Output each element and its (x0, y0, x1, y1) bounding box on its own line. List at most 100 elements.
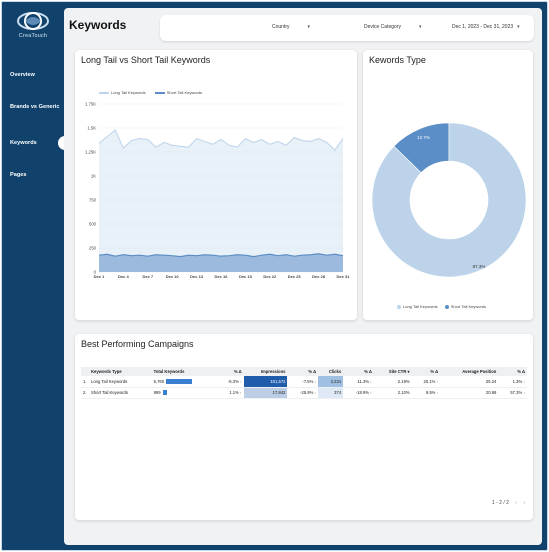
col-impressions-delta[interactable]: % Δ (287, 367, 319, 376)
x-tick-label: Dec 13 (190, 274, 204, 279)
col-average-position[interactable]: Average Position (440, 367, 499, 376)
y-tick-label: 1.25K (85, 150, 96, 155)
y-tick-label: 750 (89, 198, 97, 203)
row-total-keywords: 999 (153, 389, 161, 395)
legend-label-long-tail: Long Tail Keywords (111, 90, 146, 95)
col-clicks-delta[interactable]: % Δ (343, 367, 374, 376)
col-total-delta[interactable]: % Δ (216, 367, 244, 376)
col-clicks[interactable]: Clicks (318, 367, 344, 376)
date-range-label: Dec 1, 2023 - Dec 31, 2023 (452, 24, 514, 30)
x-tick-label: Dec 25 (288, 274, 302, 279)
x-tick-label: Dec 7 (142, 274, 153, 279)
row-total-delta: -5.3% (227, 378, 239, 384)
sidebar: CreaTouch Overview Brands vs Generic Key… (2, 2, 66, 550)
prev-page-button[interactable]: ‹ (515, 500, 517, 506)
row-impressions-delta: -7.5% (302, 378, 314, 384)
sidebar-item-pages[interactable]: Pages (10, 172, 27, 178)
col-index (81, 367, 89, 376)
arrow-up-icon: ↑ (436, 379, 439, 384)
total-keywords-bar (162, 390, 167, 396)
donut-chart-title: Kewords Type (369, 55, 426, 65)
sidebar-item-brands-vs-generic[interactable]: Brands vs Generic (10, 104, 60, 110)
arrow-up-icon: ↑ (370, 391, 372, 395)
donut-legend: Long Tail Keywords Short Tail Keywords (397, 304, 486, 309)
row-index: 1. (81, 376, 89, 388)
legend-label-short-tail: Short Tail Keywords (166, 90, 203, 95)
x-tick-label: Dec 22 (263, 274, 277, 279)
sidebar-item-keywords[interactable]: Keywords (10, 140, 37, 146)
arrow-up-icon: ↑ (314, 379, 317, 384)
y-tick-label: 250 (89, 246, 97, 251)
legend-swatch-short-tail (154, 91, 165, 94)
table-row[interactable]: 1. Long Tail Keywords 5,760 -5.3%↑ 101,572 -7… (81, 376, 527, 388)
best-campaigns-card: Best Performing Campaigns Keywords Type … (75, 334, 533, 520)
arrow-up-icon: ↑ (239, 379, 242, 384)
col-impressions[interactable]: Impressions (243, 367, 288, 376)
row-impressions: 17,842 (243, 387, 288, 399)
legend-swatch-long-tail (99, 91, 109, 94)
donut-chart: 12.7% 87.3% (371, 122, 527, 278)
line-chart: 0 250 500 750 1K 1.25K 1.5K 1.75K Dec 1 Dec 4 Dec … (85, 102, 351, 280)
x-tick-label: Dec 4 (118, 274, 129, 279)
logo-text: CreaTouch (18, 33, 48, 39)
sidebar-item-overview[interactable]: Overview (10, 72, 35, 78)
y-tick-label: 1.75K (85, 102, 96, 107)
logo: CreaTouch (6, 10, 60, 39)
legend-swatch-short-tail (444, 304, 449, 309)
main-content: Keywords Country ▾ Device Category ▾ Dec 1… (64, 8, 542, 545)
country-filter-label: Country (272, 24, 290, 30)
series-line-short-tail (98, 253, 344, 258)
legend-label-short-tail: Short Tail Keywords (450, 304, 487, 309)
line-chart-title: Long Tail vs Short Tail Keywords (81, 55, 211, 65)
col-ctr-delta[interactable]: % Δ (411, 367, 441, 376)
arrow-up-icon: ↑ (523, 379, 525, 384)
y-tick-label: 1.5K (87, 126, 96, 131)
row-ctr-delta: 20.1% (423, 378, 436, 384)
row-index: 2. (81, 387, 89, 399)
chevron-down-icon: ▾ (517, 24, 520, 30)
donut-slice-long-tail[interactable] (371, 122, 527, 278)
table-header-row: Keywords Type Total Keywords % Δ Impress… (81, 367, 527, 376)
col-avg-delta[interactable]: % Δ (498, 367, 527, 376)
row-keywords-type: Short Tail Keywords (89, 387, 152, 399)
row-impressions: 101,572 (243, 376, 288, 388)
device-category-filter-label: Device Category (364, 24, 401, 30)
x-tick-label: Dec 10 (166, 274, 180, 279)
row-clicks-delta: -18.9% (355, 390, 370, 395)
col-keywords-type[interactable]: Keywords Type (89, 367, 152, 376)
line-chart-legend: Long Tail Keywords Short Tail Keywords (99, 90, 202, 95)
donut-value-label: 12.7% (417, 135, 430, 140)
donut-value-label: 87.3% (473, 264, 486, 269)
table-row[interactable]: 2. Short Tail Keywords 999 1.1%↑ 17,842 -25.9… (81, 387, 527, 399)
legend-label-long-tail: Long Tail Keywords (403, 304, 438, 309)
active-nav-indicator (58, 136, 66, 150)
row-total-delta: 1.1% (229, 390, 239, 395)
y-tick-label: 0 (94, 270, 97, 275)
chevron-down-icon: ▾ (418, 24, 422, 30)
col-total-keywords[interactable]: Total Keywords (151, 367, 217, 376)
arrow-up-icon: ↑ (239, 391, 242, 395)
row-ctr-delta: 9.5% (425, 390, 436, 395)
next-page-button[interactable]: › (523, 500, 525, 506)
series-line-long-tail (98, 129, 344, 151)
campaigns-title: Best Performing Campaigns (81, 339, 194, 349)
date-range-filter[interactable]: Dec 1, 2023 - Dec 31, 2023 ▾ (452, 24, 520, 30)
series-area-long-tail (99, 129, 343, 272)
row-clicks: 2,231 (318, 376, 344, 388)
country-filter[interactable]: Country ▾ (272, 24, 310, 30)
row-clicks-delta: 11.3% (357, 378, 370, 384)
series-area-short-tail (99, 253, 343, 272)
x-tick-label: Dec 31 (337, 274, 351, 279)
row-avg-delta: 57.3% (510, 390, 523, 395)
device-category-filter[interactable]: Device Category ▾ (364, 24, 421, 30)
arrow-up-icon: ↑ (314, 391, 317, 395)
row-site-ctr: 2.10% (373, 387, 412, 399)
arrow-up-icon: ↑ (370, 379, 372, 384)
total-keywords-bar (166, 378, 193, 384)
row-total-keywords: 5,760 (153, 378, 165, 384)
col-site-ctr[interactable]: Site CTR ▾ (373, 367, 412, 376)
pagination: 1 - 2 / 2 ‹ › (492, 500, 525, 506)
row-avg-delta: 1.3% (512, 378, 523, 384)
logo-icon (17, 12, 49, 30)
